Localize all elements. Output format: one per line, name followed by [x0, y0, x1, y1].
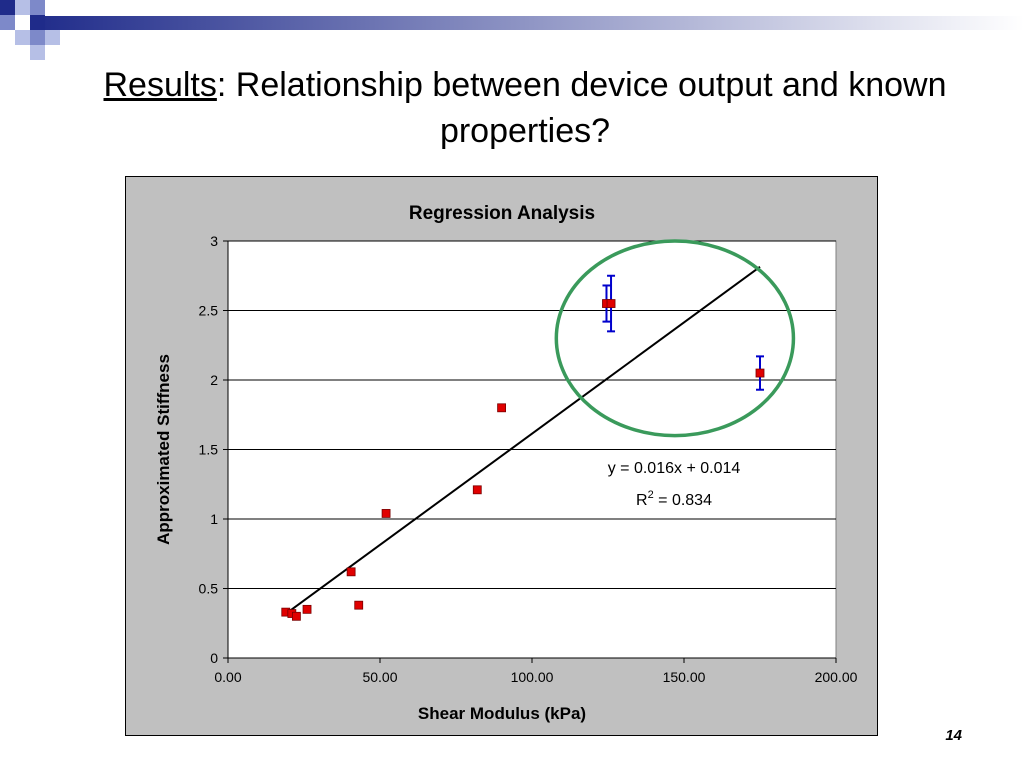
header-square	[45, 30, 60, 45]
chart-title: Regression Analysis	[409, 203, 595, 224]
data-point	[302, 604, 312, 614]
y-tick-label: 3	[210, 233, 218, 249]
data-point	[291, 611, 301, 621]
data-point	[354, 600, 364, 610]
trendline	[285, 266, 761, 615]
data-point	[472, 485, 482, 495]
y-tick-label: 2	[210, 372, 218, 388]
slide-title: Results: Relationship between device out…	[60, 62, 990, 154]
y-tick-label: 0	[210, 650, 218, 666]
y-axis-label: Approximated Stiffness	[154, 354, 173, 545]
header-square	[30, 15, 45, 30]
header-square	[15, 15, 30, 30]
header-square	[15, 30, 30, 45]
x-tick-label: 100.00	[511, 669, 554, 685]
header-square	[30, 0, 45, 15]
r-squared-value: = 0.834	[654, 492, 712, 509]
r-squared-prefix: R	[636, 492, 648, 509]
x-tick-label: 0.00	[214, 669, 241, 685]
r-squared-sup: 2	[648, 489, 654, 501]
header-square	[0, 0, 15, 15]
header-square	[15, 0, 30, 15]
y-tick-label: 2.5	[199, 303, 219, 319]
y-tick-label: 1.5	[199, 442, 219, 458]
header-decoration	[0, 0, 1024, 60]
data-point	[755, 368, 765, 378]
header-square	[0, 15, 15, 30]
regression-chart: Regression Analysis 0 0.5 1 1.5 2 2.5 3 0.00 50.0…	[154, 203, 858, 723]
x-tick-label: 150.00	[663, 669, 706, 685]
page-number: 14	[945, 727, 962, 744]
data-point	[346, 567, 356, 577]
header-square	[30, 30, 45, 45]
trendline-equation: y = 0.016x + 0.014	[608, 460, 741, 477]
data-point	[497, 403, 507, 413]
header-square	[30, 45, 45, 60]
x-tick-label: 50.00	[362, 669, 397, 685]
title-underlined: Results	[103, 66, 217, 104]
r-squared-label: R2 = 0.834	[636, 489, 712, 509]
x-axis-label: Shear Modulus (kPa)	[418, 704, 586, 723]
y-tick-label: 0.5	[199, 581, 219, 597]
highlight-circle	[554, 239, 796, 438]
header-gradient-bar	[30, 16, 1024, 30]
data-point	[606, 299, 616, 308]
y-tick-label: 1	[210, 511, 218, 527]
x-tick-label: 200.00	[815, 669, 858, 685]
title-rest: : Relationship between device output and…	[216, 66, 947, 150]
data-point	[381, 509, 391, 518]
chart-frame: Regression Analysis 0 0.5 1 1.5 2 2.5 3 0.00 50.0…	[125, 176, 878, 736]
